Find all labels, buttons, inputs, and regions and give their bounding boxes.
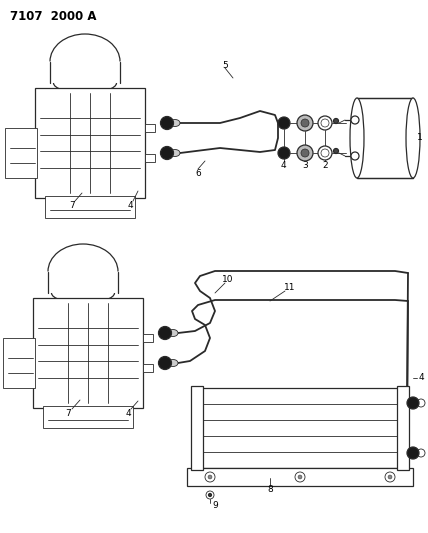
Bar: [145, 154, 155, 162]
Text: 4: 4: [127, 200, 133, 209]
Circle shape: [160, 117, 173, 130]
Bar: [143, 364, 153, 372]
Circle shape: [333, 149, 339, 154]
Ellipse shape: [350, 98, 364, 178]
Text: 9: 9: [212, 502, 218, 511]
Bar: [45, 196, 135, 218]
Text: 7107  2000 A: 7107 2000 A: [10, 10, 96, 23]
Ellipse shape: [168, 359, 178, 367]
Bar: [357, 98, 413, 178]
Circle shape: [318, 116, 332, 130]
Bar: [143, 334, 153, 342]
Circle shape: [301, 149, 309, 157]
Circle shape: [160, 147, 173, 159]
Circle shape: [318, 146, 332, 160]
Circle shape: [301, 119, 309, 127]
Text: 7: 7: [65, 408, 71, 417]
Text: 2: 2: [322, 160, 328, 169]
Circle shape: [208, 475, 212, 479]
Circle shape: [385, 472, 395, 482]
Circle shape: [333, 118, 339, 124]
Ellipse shape: [170, 149, 180, 157]
Text: 8: 8: [267, 486, 273, 495]
Circle shape: [158, 327, 172, 340]
Circle shape: [208, 494, 211, 497]
Circle shape: [417, 399, 425, 407]
Circle shape: [321, 149, 329, 157]
Circle shape: [206, 491, 214, 499]
Circle shape: [321, 119, 329, 127]
Text: 3: 3: [302, 160, 308, 169]
Bar: [43, 406, 133, 428]
Text: 6: 6: [195, 168, 201, 177]
Bar: [187, 468, 413, 486]
Circle shape: [205, 472, 215, 482]
Bar: [3, 338, 35, 388]
Circle shape: [278, 147, 290, 159]
Circle shape: [297, 115, 313, 131]
Text: 4: 4: [125, 408, 131, 417]
Text: 4: 4: [418, 374, 424, 383]
Circle shape: [158, 357, 172, 369]
Bar: [397, 386, 409, 470]
Text: 1: 1: [417, 133, 423, 142]
Circle shape: [351, 152, 359, 160]
Ellipse shape: [170, 119, 180, 126]
Text: 11: 11: [284, 284, 296, 293]
Text: 7: 7: [69, 200, 75, 209]
Circle shape: [407, 397, 419, 409]
Bar: [145, 124, 155, 132]
Circle shape: [417, 449, 425, 457]
Circle shape: [351, 116, 359, 124]
Text: 10: 10: [222, 276, 234, 285]
Text: 4: 4: [280, 160, 286, 169]
Bar: [195, 388, 405, 468]
Text: 5: 5: [222, 61, 228, 69]
Ellipse shape: [168, 329, 178, 336]
Circle shape: [295, 472, 305, 482]
Circle shape: [298, 475, 302, 479]
Bar: [35, 88, 145, 198]
Circle shape: [388, 475, 392, 479]
Circle shape: [407, 447, 419, 459]
Bar: [5, 128, 37, 178]
Bar: [33, 298, 143, 408]
Circle shape: [278, 117, 290, 129]
Circle shape: [297, 145, 313, 161]
Ellipse shape: [406, 98, 420, 178]
Bar: [191, 386, 203, 470]
